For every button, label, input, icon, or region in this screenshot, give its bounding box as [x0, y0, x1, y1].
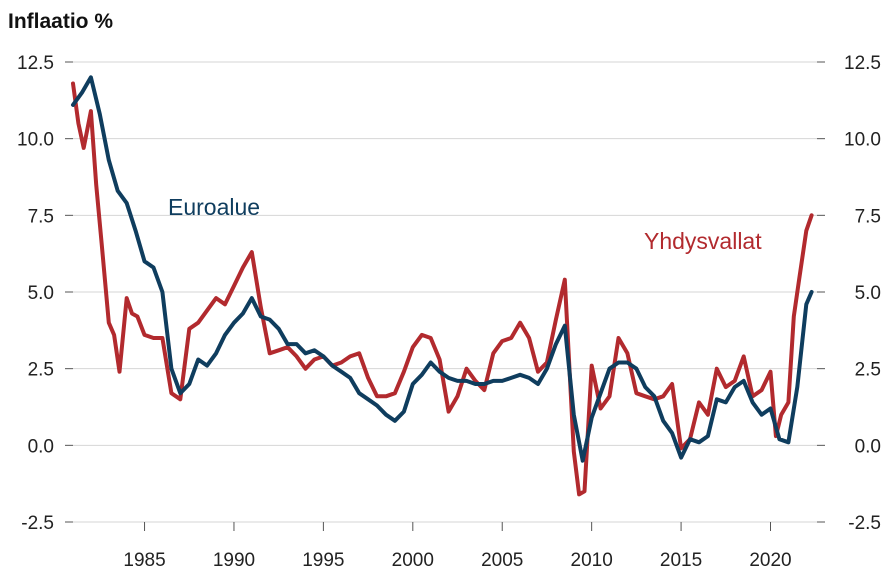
y-tick-label-right: 0.0 — [855, 436, 881, 457]
chart-title: Inflaatio % — [8, 10, 113, 33]
series-label-euroalue: Euroalue — [168, 194, 260, 220]
series-line-yhdysvallat — [71, 81, 814, 497]
y-tick-label-left: 7.5 — [28, 206, 54, 227]
y-tick-label-left: 5.0 — [28, 283, 54, 304]
x-tick-label: 2000 — [392, 550, 434, 571]
series-line-euroalue — [71, 75, 814, 463]
y-axis-left: 12.5 10.0 7.5 5.0 2.5 0.0 -2.5 — [17, 53, 73, 534]
y-tick-label-left: 12.5 — [17, 53, 54, 74]
x-tick-label: 2020 — [749, 550, 791, 571]
gridlines — [73, 61, 817, 523]
series-lines — [71, 75, 814, 497]
y-tick-label-right: 5.0 — [855, 283, 881, 304]
y-tick-label-right: 12.5 — [844, 53, 881, 74]
x-axis: 1985 1990 1995 2000 2005 2010 2015 2020 — [73, 521, 817, 571]
y-tick-label-right: -2.5 — [848, 513, 881, 534]
y-tick-label-left: 2.5 — [28, 360, 54, 381]
x-tick-label: 1985 — [123, 550, 165, 571]
y-tick-label-left: -2.5 — [21, 513, 54, 534]
y-tick-label-right: 7.5 — [855, 206, 881, 227]
x-tick-label: 2005 — [481, 550, 523, 571]
y-tick-label-left: 10.0 — [17, 130, 54, 151]
x-tick-label: 2015 — [660, 550, 702, 571]
x-tick-label: 2010 — [571, 550, 613, 571]
y-tick-label-right: 2.5 — [855, 360, 881, 381]
series-label-yhdysvallat: Yhdysvallat — [644, 228, 762, 254]
x-tick-label: 1990 — [213, 550, 255, 571]
y-axis-right: 12.5 10.0 7.5 5.0 2.5 0.0 -2.5 — [817, 53, 881, 534]
y-tick-label-right: 10.0 — [844, 130, 881, 151]
y-tick-label-left: 0.0 — [28, 436, 54, 457]
x-tick-label: 1995 — [302, 550, 344, 571]
